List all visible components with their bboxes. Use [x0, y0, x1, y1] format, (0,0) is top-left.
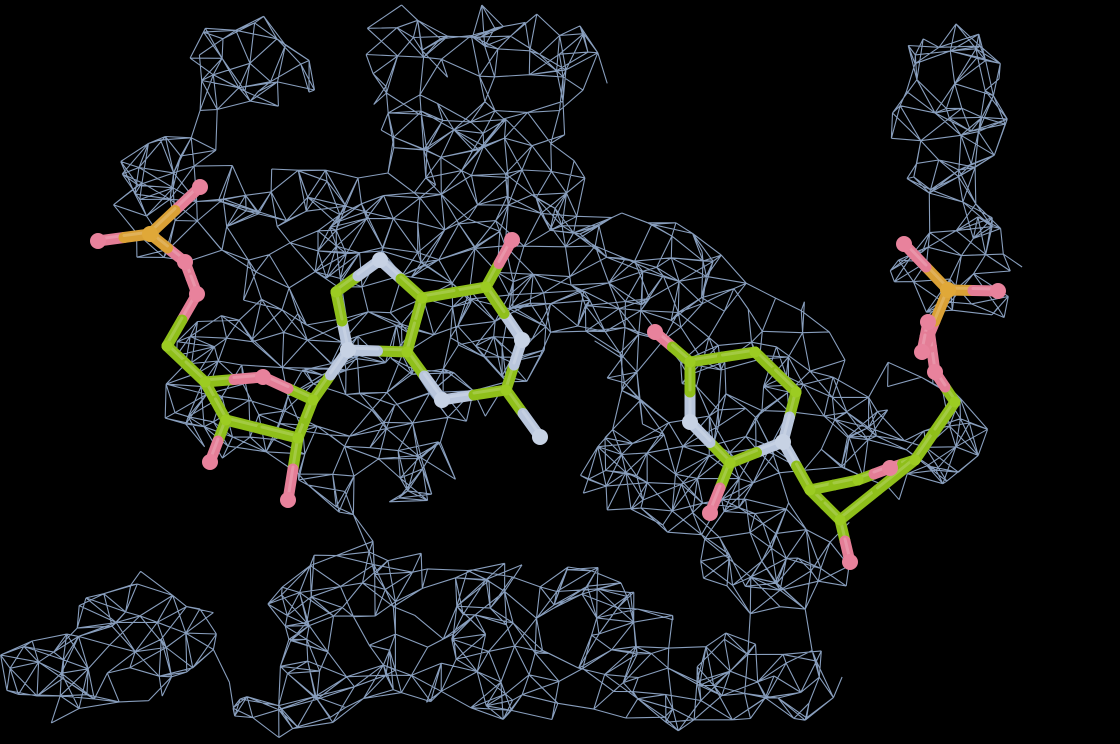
bond-highlight [728, 449, 758, 463]
carbon-atom [949, 396, 961, 408]
carbon-atom [480, 281, 492, 293]
oxygen-atom [990, 283, 1006, 299]
oxygen-atom [504, 232, 520, 248]
carbon-atom [724, 457, 736, 469]
bond-highlight [224, 416, 264, 429]
bond-highlight [721, 348, 757, 357]
electron-density-mesh [0, 4, 1023, 738]
oxygen-atom [280, 492, 296, 508]
bond-segment [929, 396, 961, 437]
bond-segment [256, 423, 304, 444]
bond-highlight [838, 486, 879, 520]
carbon-atom [749, 346, 761, 358]
phosphorus-atom [940, 282, 956, 298]
bond-highlight [774, 368, 798, 392]
carbon-atom [500, 384, 512, 396]
bond-highlight [260, 425, 300, 438]
carbon-atom [307, 394, 319, 406]
carbon-atom [804, 484, 816, 496]
bond-highlight [420, 289, 456, 298]
oxygen-atom [896, 236, 912, 252]
nitrogen-atom [434, 392, 450, 408]
oxygen-atom [882, 460, 898, 476]
bond-segment [909, 425, 941, 466]
oxygen-atom [702, 505, 718, 521]
nitrogen-atom [372, 252, 388, 268]
carbon-atom [330, 286, 342, 298]
carbon-atom [684, 356, 696, 368]
oxygen-atom [192, 179, 208, 195]
bond-highlight [795, 462, 812, 490]
carbon-atom [220, 414, 232, 426]
phosphorus-atom [142, 226, 158, 242]
bond-highlight [688, 353, 724, 362]
bond-highlight [165, 316, 184, 346]
carbon-atom [909, 454, 921, 466]
carbon-atom [161, 340, 173, 352]
oxygen-atom [927, 364, 943, 380]
oxygen-atom [90, 233, 106, 249]
oxygen-atom [177, 254, 193, 270]
carbon-atom [292, 432, 304, 444]
oxygen-atom [920, 314, 936, 330]
bond-segment [872, 454, 921, 496]
carbon-atom [401, 346, 413, 358]
oxygen-atom [202, 454, 218, 470]
bond-highlight [184, 360, 207, 382]
carbon-atom [852, 474, 864, 486]
molecule-atoms [90, 179, 1006, 570]
oxygen-atom [842, 554, 858, 570]
carbon-atom [199, 376, 211, 388]
oxygen-atom [255, 369, 271, 385]
bond-highlight [876, 456, 917, 490]
nitrogen-atom [532, 429, 548, 445]
oxygen-atom [647, 324, 663, 340]
oxygen-atom [189, 286, 205, 302]
carbon-atom [790, 386, 802, 398]
bond-highlight [405, 321, 416, 352]
nitrogen-atom [514, 332, 530, 348]
nitrogen-atom [340, 342, 356, 358]
carbon-atom [834, 514, 846, 526]
density-mesh-lines [0, 4, 1023, 738]
molecule-bonds [92, 181, 1004, 568]
carbon-atom [416, 292, 428, 304]
nitrogen-atom [775, 434, 791, 450]
bond-highlight [399, 275, 424, 298]
bond-segment [834, 484, 883, 526]
nitrogen-atom [682, 414, 698, 430]
oxygen-atom [914, 344, 930, 360]
bond-segment [220, 414, 268, 435]
